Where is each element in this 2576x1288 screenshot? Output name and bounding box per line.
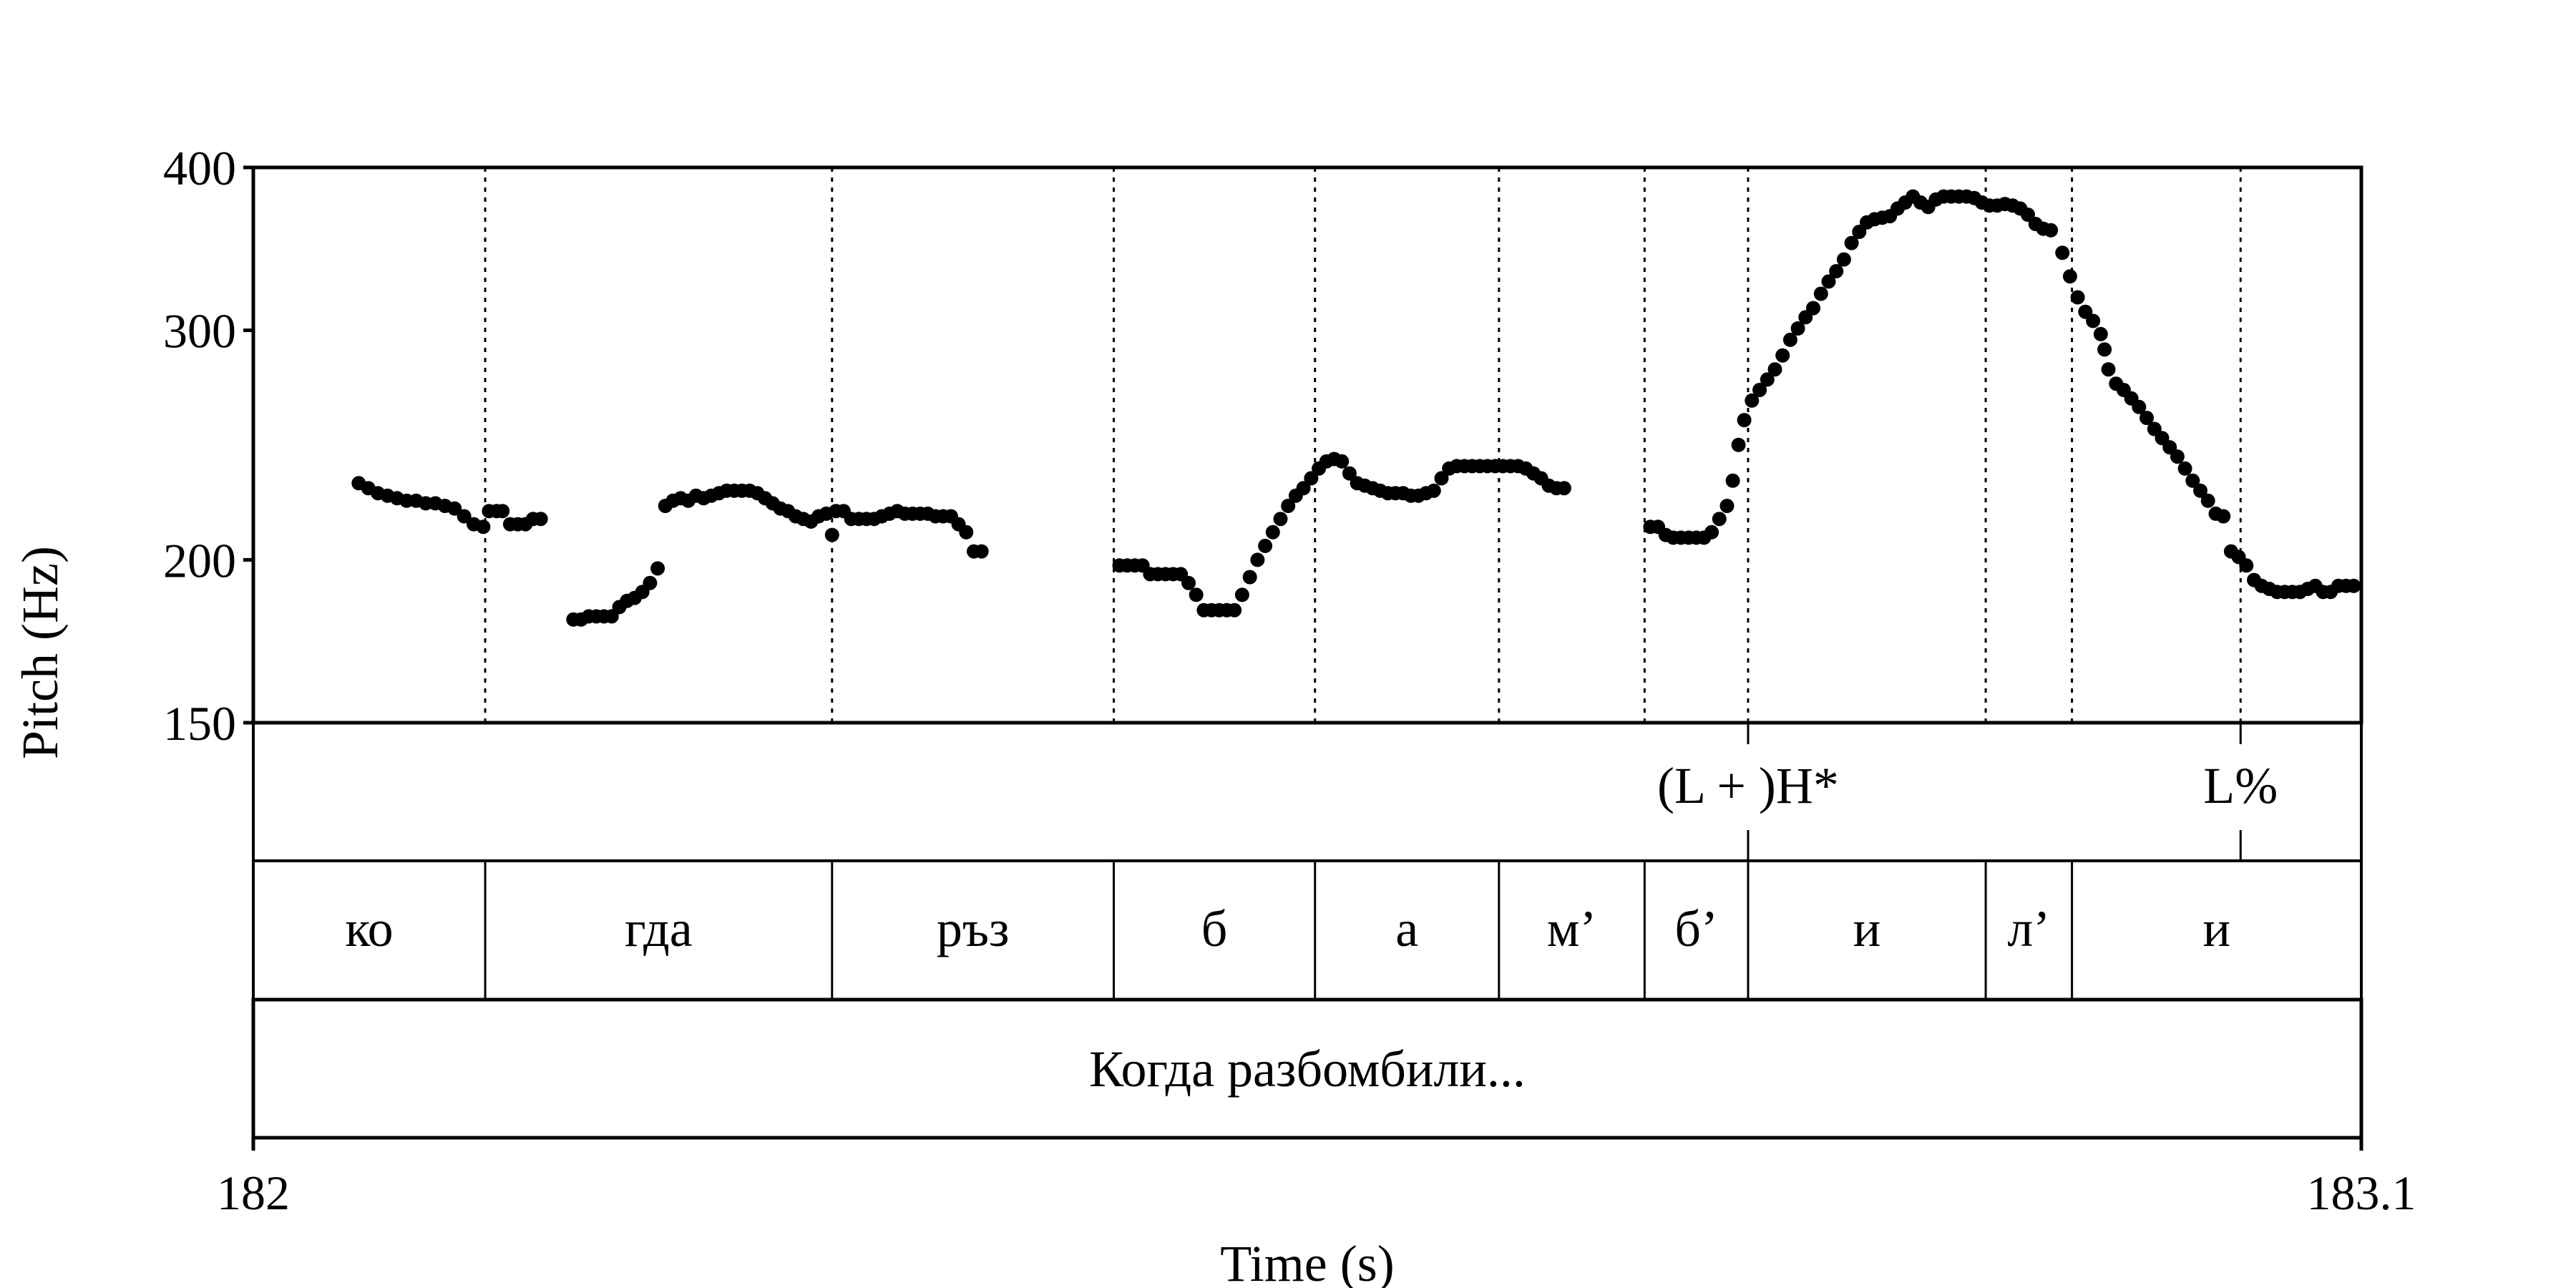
pitch-point [1775, 348, 1790, 363]
pitch-point [2086, 313, 2101, 328]
tone-tier-marks: (L + )H* L% [1657, 723, 2278, 861]
pitch-point [1258, 538, 1273, 553]
pitch-point [2193, 483, 2207, 498]
pitch-point [1836, 252, 1851, 267]
pitch-point [1813, 286, 1828, 301]
pitch-point [1737, 413, 1752, 428]
pitch-point [1712, 512, 1727, 527]
pitch-point [2097, 342, 2112, 357]
pitch-point [1725, 473, 1740, 488]
x-tick-label: 183.1 [2307, 1166, 2416, 1220]
segment-label: б’ [1674, 900, 1718, 957]
pitch-point [959, 525, 974, 540]
pitch-point [643, 575, 658, 590]
pitch-point [1782, 332, 1797, 347]
segment-label: л’ [2007, 900, 2050, 957]
pitch-point [1296, 481, 1311, 496]
pitch-point [824, 527, 839, 542]
pitch-point [1704, 525, 1719, 540]
segment-label: а [1395, 900, 1418, 957]
segment-label: гда [625, 900, 693, 957]
segment-label: и [2203, 900, 2231, 957]
y-tick-label: 150 [163, 696, 236, 751]
segment-tier-marks: ко гда ръз б а м’ б’ и л’ и [345, 861, 2230, 1000]
tone-label: (L + )H* [1657, 757, 1839, 814]
pitch-point [650, 561, 665, 576]
x-axis-title: Time (s) [1220, 1235, 1394, 1288]
pitch-point [1189, 587, 1204, 602]
pitch-point [495, 504, 510, 519]
pitch-track [351, 189, 2361, 627]
pitch-point [2140, 411, 2154, 425]
pitch-point [1844, 235, 1859, 250]
y-tick-label: 400 [163, 141, 236, 195]
pitch-point [1181, 575, 1196, 590]
y-tick-label: 200 [163, 533, 236, 587]
segment-label: ръз [937, 900, 1010, 957]
y-axis-title: Pitch (Hz) [11, 546, 69, 759]
pitch-point [2177, 461, 2192, 476]
segment-label: б [1201, 900, 1228, 957]
pitch-point [1806, 301, 1820, 316]
pitch-point [1745, 393, 1760, 408]
pitch-point [1731, 437, 1746, 452]
pitch-point [1434, 471, 1449, 486]
segment-label: и [1853, 900, 1881, 957]
tone-tier [252, 721, 2363, 862]
y-axis: 150 200 300 400 [163, 141, 253, 751]
pitch-point [2070, 290, 2085, 305]
pitch-point [1304, 471, 1319, 486]
pitch-point [1752, 383, 1767, 397]
pitch-point [1760, 372, 1775, 387]
pitch-point [974, 544, 989, 559]
pitch-point [2101, 362, 2116, 377]
pitch-point [1273, 512, 1288, 527]
pitch-point [2185, 473, 2200, 488]
pitch-point [1829, 264, 1844, 278]
pitch-point [2239, 558, 2254, 573]
pitch-point [2055, 245, 2070, 260]
utterance-label: Когда разбомбили... [1089, 1040, 1526, 1098]
pitch-point [1556, 481, 1571, 496]
pitch-point [2044, 223, 2059, 238]
pitch-point [1265, 525, 1280, 540]
pitch-point [1719, 499, 1735, 513]
pitch-point [2062, 269, 2077, 284]
pitch-point [476, 519, 491, 535]
y-tick-label: 300 [163, 304, 236, 358]
pitch-point [1227, 602, 1242, 618]
pitch-point [2200, 493, 2215, 508]
pitch-point [2170, 449, 2185, 464]
pitch-point [1790, 321, 1805, 336]
pitch-point [1767, 362, 1782, 377]
pitch-point [1242, 570, 1257, 585]
pitch-point [1342, 466, 1357, 481]
pitch-point [447, 501, 462, 516]
x-axis: 182 183.1 [217, 1138, 2416, 1220]
x-tick-label: 182 [217, 1166, 290, 1220]
pitch-point [2346, 578, 2361, 593]
utterance-tier [251, 997, 2363, 1140]
pitch-point [2132, 399, 2147, 414]
pitch-plot-frame [251, 165, 2363, 725]
segment-label: м’ [1547, 900, 1597, 957]
pitch-point [2093, 326, 2108, 341]
pitch-point [1821, 274, 1836, 289]
pitch-point [1426, 483, 1441, 498]
segment-boundary-grid [484, 167, 2242, 723]
pitch-point [1335, 454, 1350, 469]
pitch-point [1250, 552, 1265, 567]
pitch-point [2216, 509, 2231, 524]
pitch-point [1281, 499, 1296, 513]
pitch-point [533, 512, 548, 527]
tone-label: L% [2203, 757, 2278, 814]
pitch-point [1234, 587, 1249, 602]
segment-label: ко [345, 900, 393, 957]
pitch-point [457, 509, 472, 524]
